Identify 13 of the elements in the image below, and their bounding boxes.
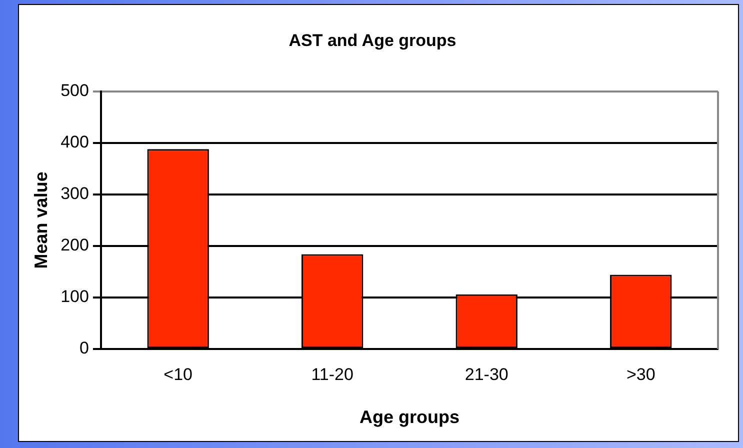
y-tick-label: 300 [60, 184, 89, 204]
x-tick-label: <10 [164, 364, 193, 384]
y-tick-label: 100 [60, 287, 89, 306]
y-tick-label: 500 [60, 81, 89, 100]
x-tick-label: 21-30 [464, 364, 508, 384]
x-axis-title: Age groups [359, 407, 460, 428]
chart-title: AST and Age groups [288, 30, 456, 50]
x-tick-label: >30 [626, 364, 656, 384]
y-axis-title: Mean value [30, 172, 51, 269]
y-tick-label: 0 [79, 338, 89, 358]
y-tick-label: 400 [60, 132, 89, 152]
x-tick-label: 11-20 [311, 364, 354, 384]
y-tick-label: 200 [60, 236, 89, 255]
